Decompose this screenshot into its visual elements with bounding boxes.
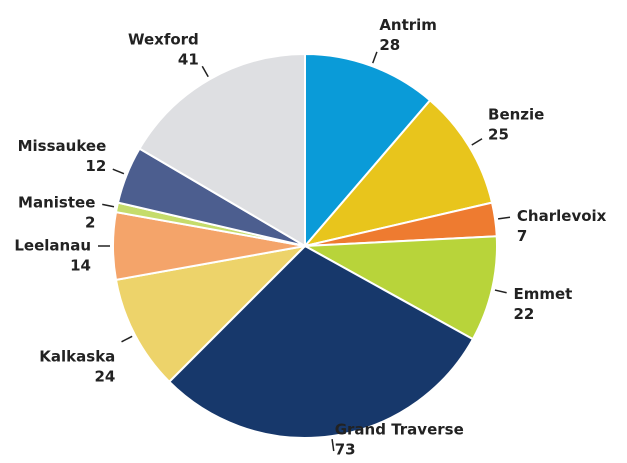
slice-value: 14 [70,257,91,275]
pie-slice [114,244,308,384]
slice-value: 41 [178,51,199,69]
slice-value: 2 [85,213,95,231]
pie-slice [301,235,498,341]
slice-label: Grand Traverse [335,421,464,439]
leader-line [121,335,133,343]
slice-value: 28 [379,36,400,54]
pie-slice [167,244,475,439]
slice-label: Manistee [18,193,95,211]
slice-value: 12 [85,157,106,175]
slice-label: Benzie [488,106,544,124]
leader-line [201,65,209,78]
slice-value: 25 [488,126,509,144]
slice-value: 22 [513,305,534,323]
leader-line [498,216,511,220]
leader-line [494,289,507,294]
leader-line [372,51,378,64]
slice-label: Emmet [513,285,572,303]
pie-slice [138,52,306,248]
slice-label: Wexford [128,31,199,49]
pie-slice [304,52,432,249]
slice-label: Missaukee [18,137,107,155]
slice-label: Charlevoix [517,207,607,225]
pie-slice [302,98,494,248]
slice-label: Kalkaska [39,348,115,366]
leader-line [112,168,125,175]
slice-label: Leelanau [14,237,91,255]
leader-line [331,439,335,452]
leader-line [102,203,115,208]
slice-value: 73 [335,441,356,459]
slice-value: 7 [517,227,527,245]
leader-line [471,138,483,146]
slice-value: 24 [94,368,115,386]
slice-label: Antrim [379,16,437,34]
